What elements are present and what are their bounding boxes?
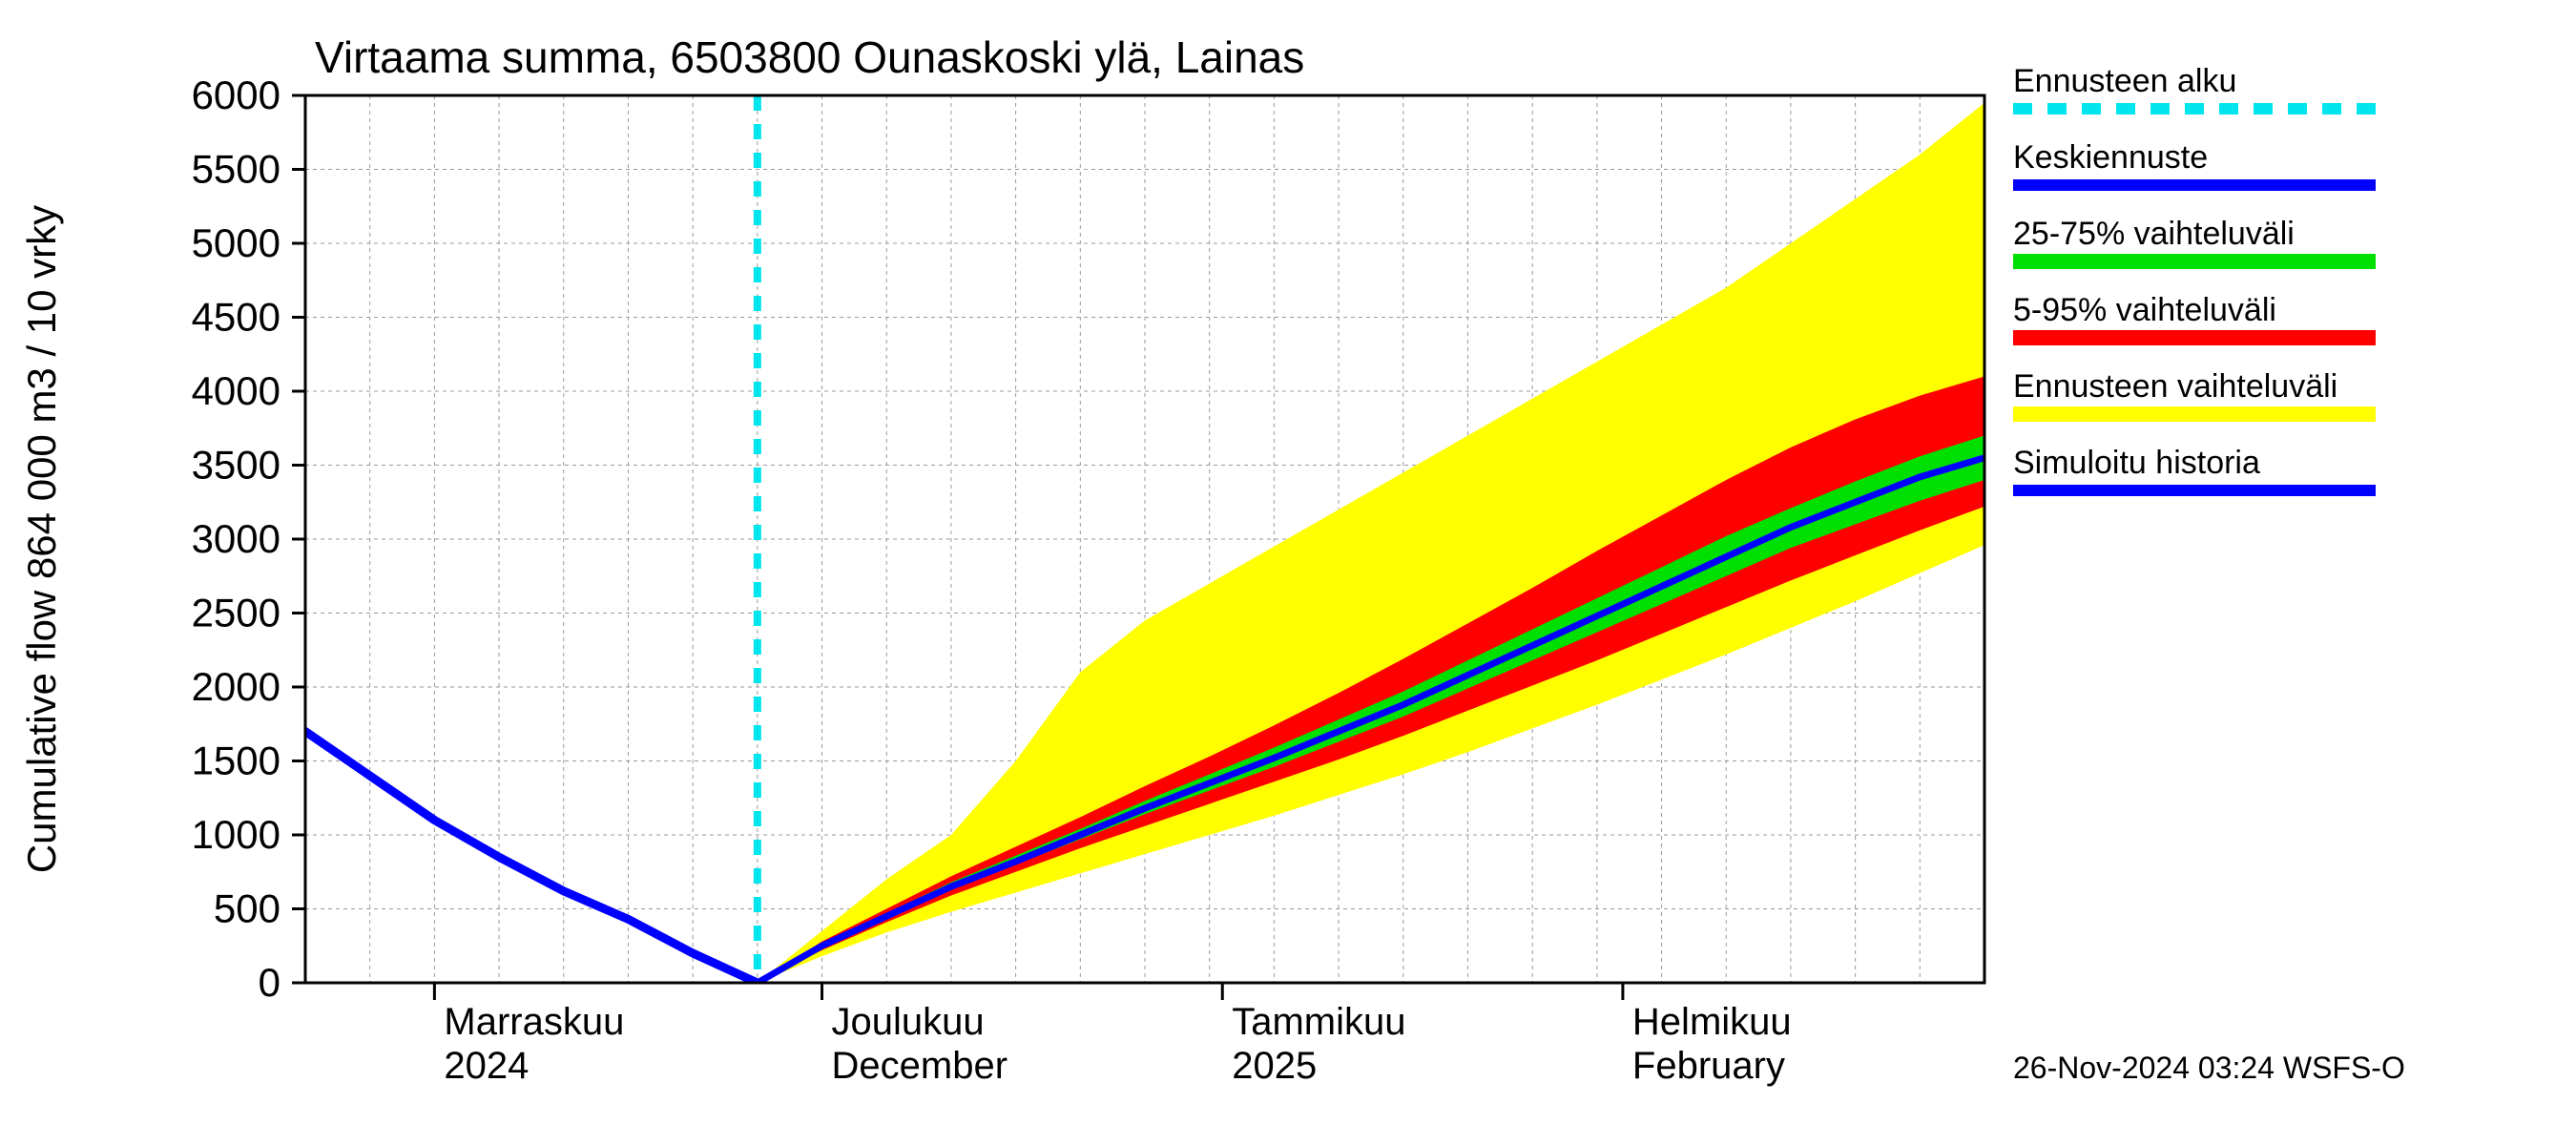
x-tick-label: Marraskuu [444, 1001, 624, 1043]
y-tick-label: 500 [214, 886, 280, 931]
x-tick-label: Helmikuu [1632, 1001, 1792, 1043]
y-axis-label: Cumulative flow 864 000 m3 / 10 vrky [19, 205, 64, 873]
x-tick-label: Tammikuu [1232, 1001, 1405, 1043]
footer-timestamp: 26-Nov-2024 03:24 WSFS-O [2013, 1051, 2405, 1085]
y-tick-label: 6000 [192, 73, 280, 117]
x-tick-sublabel: 2024 [444, 1045, 529, 1087]
legend-label: 5-95% vaihteluväli [2013, 292, 2276, 328]
y-tick-label: 3500 [192, 443, 280, 488]
legend-label: 25-75% vaihteluväli [2013, 216, 2295, 252]
legend-label: Keskiennuste [2013, 139, 2208, 176]
x-tick-sublabel: February [1632, 1045, 1785, 1087]
y-tick-label: 5000 [192, 220, 280, 265]
y-tick-label: 0 [259, 960, 280, 1005]
x-tick-label: Joulukuu [832, 1001, 985, 1043]
legend-label: Simuloitu historia [2013, 445, 2260, 481]
y-tick-label: 2500 [192, 591, 280, 635]
chart-container: 0 500 1000 1500 2000 2500 3000 3500 4000 4500 5000… [0, 0, 2576, 1145]
x-tick-sublabel: December [832, 1045, 1008, 1087]
legend-label: Ennusteen alku [2013, 63, 2236, 99]
y-tick-label: 3000 [192, 516, 280, 561]
x-tick-sublabel: 2025 [1232, 1045, 1317, 1087]
y-tick-label: 4500 [192, 295, 280, 340]
y-tick-label: 5500 [192, 147, 280, 192]
legend-label: Ennusteen vaihteluväli [2013, 368, 2337, 405]
chart-title: Virtaama summa, 6503800 Ounaskoski ylä, … [315, 32, 1304, 82]
y-tick-label: 4000 [192, 368, 280, 413]
y-tick-label: 1000 [192, 812, 280, 857]
y-tick-label: 2000 [192, 664, 280, 709]
y-tick-label: 1500 [192, 739, 280, 783]
